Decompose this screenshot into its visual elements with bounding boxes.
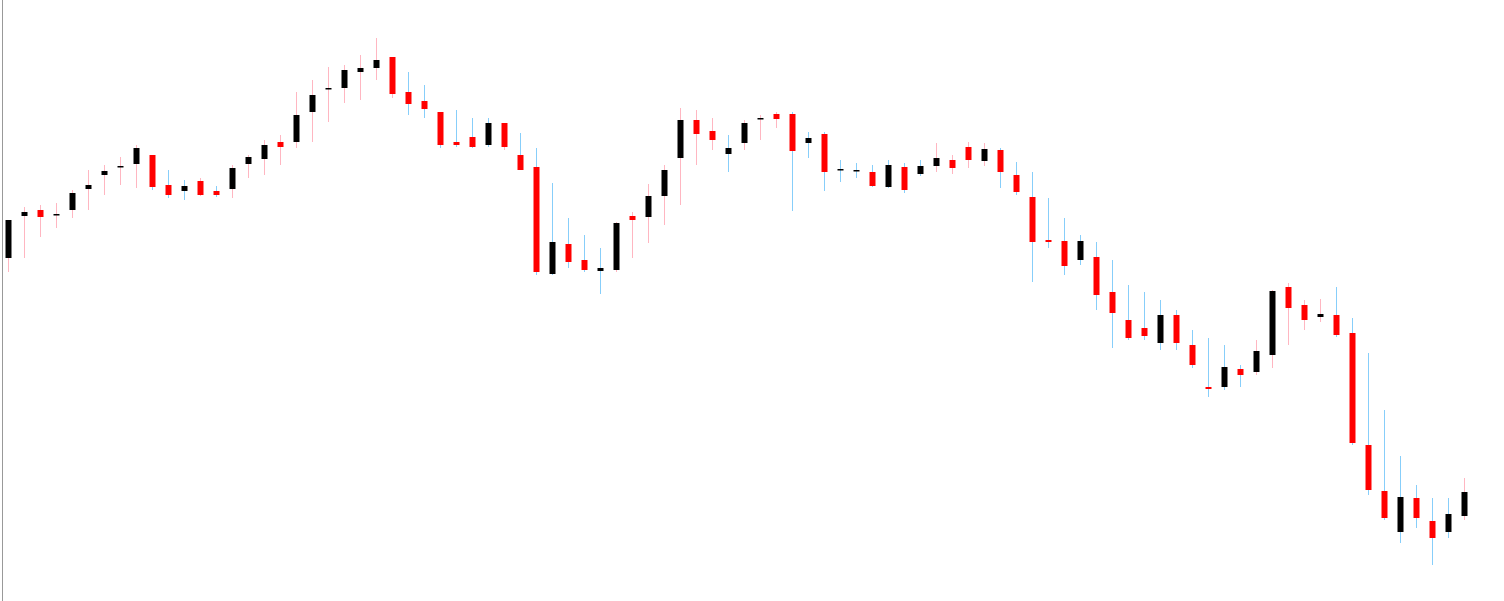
- candle-body: [1141, 328, 1148, 336]
- candle-body: [197, 181, 204, 195]
- candle-body: [1221, 367, 1228, 387]
- candle-body: [69, 193, 76, 210]
- candle-body: [261, 145, 268, 159]
- candle-body: [181, 186, 188, 191]
- candle-body: [661, 170, 668, 196]
- candle-body: [581, 260, 588, 270]
- candle-body: [277, 142, 284, 147]
- candle-body: [789, 114, 796, 151]
- candle-body: [485, 123, 492, 145]
- candle-body: [1093, 257, 1100, 295]
- candle-body: [1445, 514, 1452, 532]
- candle-body: [245, 157, 252, 164]
- candle-body: [1189, 345, 1196, 365]
- candle-body: [805, 138, 812, 143]
- candle-body: [1429, 521, 1436, 538]
- candle-body: [501, 123, 508, 147]
- candle-body: [837, 169, 844, 171]
- candle-body: [453, 142, 460, 145]
- candle-body: [821, 134, 828, 172]
- candle-body: [149, 155, 156, 187]
- candle-body: [1349, 333, 1356, 443]
- candle-body: [565, 244, 572, 262]
- candle-body: [549, 242, 556, 274]
- candle-body: [965, 147, 972, 160]
- candle-body: [629, 216, 636, 220]
- candle-body: [853, 170, 860, 172]
- candle-body: [1045, 240, 1052, 242]
- candle-body: [1301, 305, 1308, 320]
- candle-body: [5, 220, 12, 258]
- candle-body: [101, 171, 108, 175]
- candle-body: [1125, 320, 1132, 338]
- candle-body: [613, 223, 620, 270]
- candle-body: [341, 70, 348, 88]
- candle-body: [1029, 197, 1036, 242]
- candle-body: [1413, 498, 1420, 518]
- candle-body: [213, 191, 220, 195]
- candle-body: [901, 167, 908, 190]
- candle-body: [1365, 445, 1372, 490]
- candle-body: [949, 160, 956, 168]
- candle-body: [869, 172, 876, 186]
- candle-body: [1077, 241, 1084, 260]
- candle-body: [1253, 351, 1260, 372]
- candle-body: [1109, 292, 1116, 313]
- candle-body: [469, 137, 476, 147]
- candle-body: [309, 95, 316, 112]
- candle-body: [1285, 287, 1292, 308]
- candle-body: [133, 148, 140, 164]
- candle-body: [1205, 387, 1212, 389]
- candle-body: [1381, 491, 1388, 518]
- candle-body: [389, 57, 396, 94]
- candle-body: [1237, 369, 1244, 375]
- candle-body: [437, 112, 444, 145]
- candle-body: [981, 149, 988, 161]
- candle-body: [85, 185, 92, 189]
- candle-body: [1397, 497, 1404, 532]
- candle-body: [885, 165, 892, 187]
- candle-body: [1461, 492, 1468, 516]
- candle-body: [325, 88, 332, 90]
- candle-body: [741, 123, 748, 143]
- candle-body: [709, 131, 716, 140]
- candle-body: [933, 158, 940, 166]
- candle-body: [757, 118, 764, 120]
- candle-body: [357, 68, 364, 72]
- candle-body: [165, 185, 172, 195]
- candle-body: [725, 148, 732, 154]
- candle-body: [533, 167, 540, 272]
- candle-body: [117, 166, 124, 168]
- candle-body: [37, 210, 44, 217]
- candle-body: [1173, 315, 1180, 343]
- candle-body: [293, 115, 300, 142]
- candle-body: [421, 101, 428, 109]
- candle-body: [597, 268, 604, 271]
- candle-body: [997, 150, 1004, 172]
- candle-body: [53, 214, 60, 216]
- candle-body: [1157, 315, 1164, 343]
- candle-body: [773, 114, 780, 119]
- candle-body: [645, 196, 652, 217]
- candle-body: [693, 120, 700, 134]
- candle-body: [1269, 291, 1276, 355]
- candle-body: [1061, 241, 1068, 266]
- candle-body: [1333, 315, 1340, 335]
- candle-body: [405, 92, 412, 104]
- candle-body: [677, 120, 684, 158]
- candle-body: [229, 168, 236, 189]
- candle-body: [517, 155, 524, 170]
- candle-body: [1317, 314, 1324, 317]
- candle-body: [917, 166, 924, 174]
- candle-body: [373, 60, 380, 68]
- candle-body: [21, 212, 28, 216]
- candle-body: [1013, 175, 1020, 192]
